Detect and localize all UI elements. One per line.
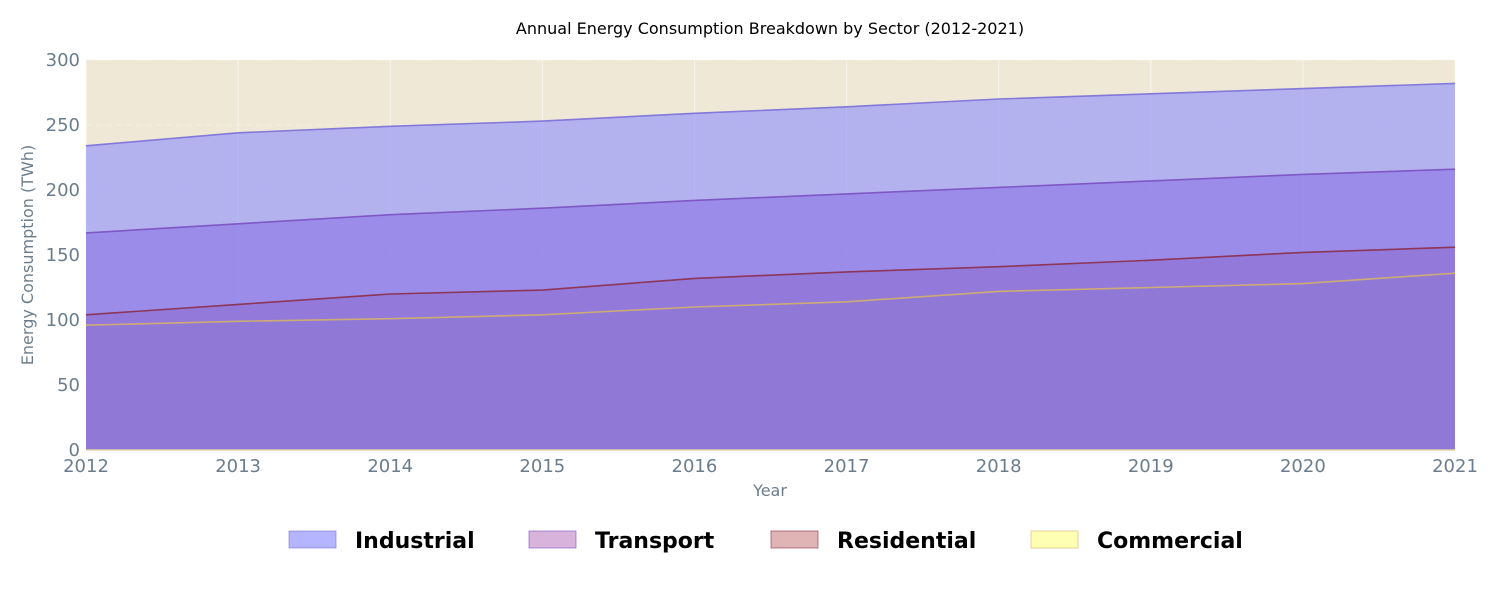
legend-label-residential: Residential [837, 529, 976, 554]
x-tick-label: 2021 [1432, 456, 1478, 477]
line-transport [85, 168, 1456, 234]
x-tick-label: 2013 [215, 456, 261, 477]
chart-title: Annual Energy Consumption Breakdown by S… [516, 19, 1024, 38]
x-tick-label: 2016 [672, 456, 718, 477]
y-tick-label: 250 [46, 115, 80, 136]
x-tick-label: 2012 [63, 456, 109, 477]
y-tick-label: 150 [46, 245, 80, 266]
y-tick-label: 50 [57, 375, 80, 396]
y-axis-title: Energy Consumption (TWh) [18, 145, 37, 365]
x-tick-label: 2017 [824, 456, 870, 477]
series-areas [86, 83, 1455, 451]
y-tick-label: 300 [46, 50, 80, 71]
line-industrial [85, 82, 1456, 147]
x-tick-label: 2020 [1280, 456, 1326, 477]
legend-swatch-transport [528, 530, 577, 549]
line-commercial [85, 272, 1456, 326]
y-tick-label: 200 [46, 180, 80, 201]
legend-label-commercial: Commercial [1097, 529, 1243, 554]
line-residential [85, 246, 1456, 316]
y-axis-ticks: 0 50 100 150 200 250 300 [46, 50, 80, 461]
x-tick-label: 2018 [976, 456, 1022, 477]
legend-swatch-industrial [288, 530, 337, 549]
y-tick-label: 0 [69, 440, 80, 461]
x-axis-title: Year [752, 481, 787, 500]
legend-swatch-commercial [1030, 530, 1079, 549]
legend-label-transport: Transport [595, 529, 715, 554]
y-tick-label: 100 [46, 310, 80, 331]
x-tick-label: 2014 [367, 456, 413, 477]
x-axis-ticks: 2012 2013 2014 2015 2016 2017 2018 2019 2020 2021 [63, 456, 1478, 477]
legend-swatch-residential [770, 530, 819, 549]
series-lines [85, 82, 1456, 326]
legend: Industrial Transport Residential Commercial [288, 529, 1243, 554]
x-tick-label: 2015 [519, 456, 565, 477]
x-tick-label: 2019 [1128, 456, 1174, 477]
area-industrial [86, 83, 1455, 451]
legend-label-industrial: Industrial [355, 529, 475, 554]
